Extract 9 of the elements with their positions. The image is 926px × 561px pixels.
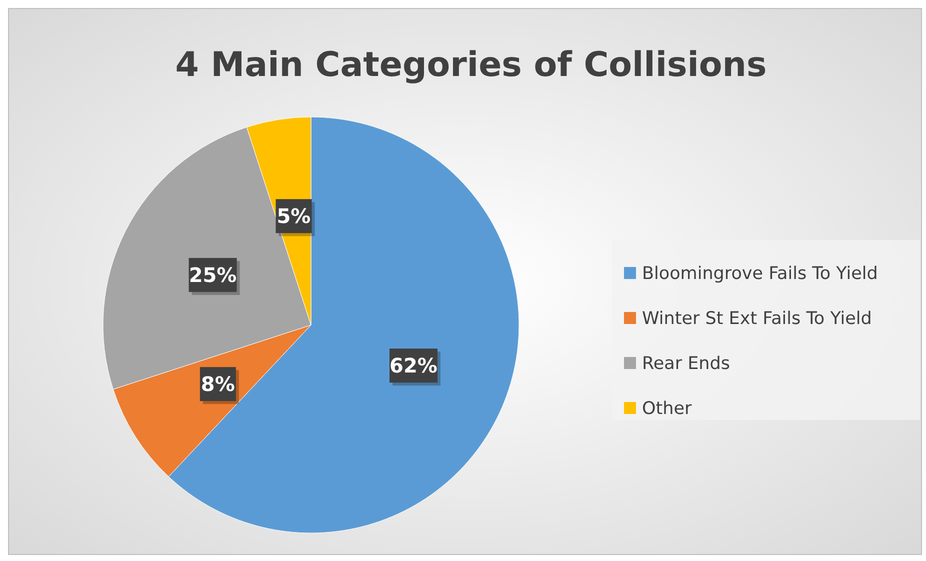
legend-label: Other xyxy=(642,399,692,420)
legend-label: Winter St Ext Fails To Yield xyxy=(642,309,872,330)
data-label: 8% xyxy=(200,372,235,396)
data-label: 25% xyxy=(188,262,237,287)
data-label: 5% xyxy=(276,204,311,228)
data-label: 62% xyxy=(390,354,438,378)
legend-label: Rear Ends xyxy=(642,354,730,374)
chart-title: 4 Main Categories of Collisions xyxy=(175,45,767,85)
slice-label: Bloomingrove Fails To Yield xyxy=(642,264,878,284)
